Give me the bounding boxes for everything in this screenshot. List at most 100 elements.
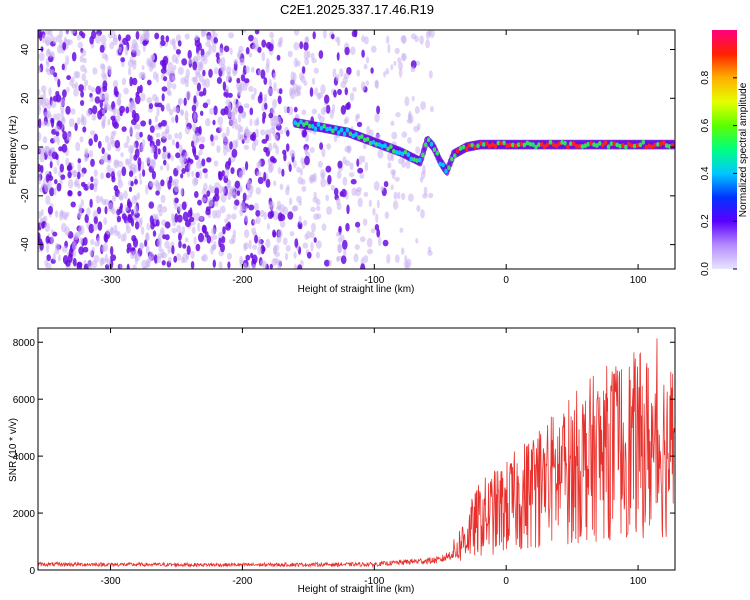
noise-dot	[182, 243, 187, 249]
noise-dot	[307, 50, 311, 59]
noise-dot	[361, 35, 366, 43]
noise-dot	[160, 165, 164, 171]
noise-dot	[38, 52, 45, 62]
noise-dot	[331, 103, 336, 114]
colorbar-ticks: 0.0 0.2 0.4 0.6 0.8	[700, 70, 737, 276]
noise-dot	[254, 138, 259, 146]
noise-dot	[91, 260, 98, 269]
noise-dot	[142, 169, 146, 177]
trace-point	[502, 140, 506, 146]
noise-dot	[414, 35, 419, 43]
trace-point	[296, 122, 300, 128]
noise-dot	[387, 162, 392, 169]
noise-dot	[296, 60, 301, 67]
noise-dot	[140, 226, 145, 235]
trace-point	[519, 141, 524, 147]
noise-dot	[227, 92, 233, 98]
noise-dot	[200, 30, 206, 38]
noise-dot	[71, 240, 77, 251]
noise-dot	[222, 226, 226, 235]
y-tick-label: 2000	[13, 509, 36, 520]
noise-dot	[38, 118, 42, 129]
trace-point	[383, 143, 387, 149]
noise-dot	[65, 30, 69, 36]
noise-dot	[110, 246, 114, 256]
noise-dot	[104, 253, 108, 263]
noise-dot	[160, 40, 166, 47]
noise-dot	[142, 40, 148, 46]
trace-point	[325, 126, 329, 132]
noise-dot	[80, 199, 85, 207]
noise-dot	[102, 80, 108, 90]
noise-dot	[163, 159, 167, 166]
noise-dot	[166, 163, 170, 172]
noise-dot	[165, 35, 170, 43]
noise-dot	[101, 147, 105, 155]
noise-dot	[214, 186, 220, 196]
trace-point	[432, 147, 437, 153]
noise-dot	[218, 170, 222, 178]
trace-point	[609, 141, 614, 147]
noise-dot	[236, 77, 241, 84]
noise-dot	[229, 141, 233, 150]
noise-dot	[342, 176, 348, 186]
noise-dot	[223, 45, 230, 53]
noise-dot	[370, 228, 376, 234]
noise-dot	[81, 49, 87, 57]
trace-point	[560, 140, 564, 145]
noise-dot	[177, 40, 182, 47]
noise-dot	[45, 195, 51, 206]
noise-dot	[193, 178, 199, 185]
x-tick-label: -100	[364, 576, 384, 587]
noise-dot	[377, 149, 384, 159]
trace-point	[386, 146, 390, 152]
noise-dot	[346, 145, 352, 154]
noise-dot	[310, 174, 316, 182]
trace-point	[528, 141, 532, 147]
noise-dot	[353, 253, 359, 263]
noise-dot	[129, 125, 134, 136]
noise-dot	[312, 31, 316, 40]
noise-dot	[309, 231, 315, 239]
noise-dot	[342, 239, 348, 250]
noise-dot	[356, 186, 362, 192]
noise-dot	[70, 108, 76, 115]
spectrogram-y-axis: -40 -20 0 20 40	[20, 44, 675, 252]
noise-dot	[118, 195, 124, 201]
noise-dot	[268, 43, 274, 52]
noise-dot	[357, 197, 363, 208]
noise-dot	[287, 50, 293, 58]
x-tick-label: 0	[503, 275, 509, 286]
trace-point	[661, 140, 666, 146]
noise-dot	[404, 255, 408, 263]
noise-dot	[160, 194, 166, 204]
noise-dot	[65, 132, 72, 141]
noise-dot	[192, 123, 197, 133]
colorbar-tick-label: 0.8	[700, 70, 711, 84]
noise-dot	[115, 115, 121, 123]
noise-dot	[105, 172, 111, 179]
noise-dot	[78, 204, 83, 214]
noise-dot	[160, 229, 165, 236]
noise-dot	[272, 115, 279, 125]
trace-point	[647, 143, 651, 149]
noise-dot	[194, 191, 199, 198]
y-tick-label: -20	[20, 188, 31, 203]
noise-dot	[393, 60, 397, 66]
noise-dot	[100, 34, 107, 45]
trace-point	[470, 142, 475, 148]
noise-dot	[327, 174, 332, 185]
noise-dot	[280, 220, 286, 228]
noise-dot	[180, 173, 184, 179]
noise-dot	[72, 257, 77, 267]
noise-dot	[356, 158, 360, 167]
noise-dot	[198, 42, 202, 51]
y-tick-label: 20	[20, 92, 31, 104]
noise-dot	[392, 200, 399, 210]
noise-dot	[237, 124, 242, 133]
trace-point	[493, 143, 498, 149]
noise-dot	[113, 121, 119, 129]
noise-dot	[171, 138, 176, 146]
noise-dot	[259, 91, 263, 100]
noise-dot	[122, 37, 128, 46]
